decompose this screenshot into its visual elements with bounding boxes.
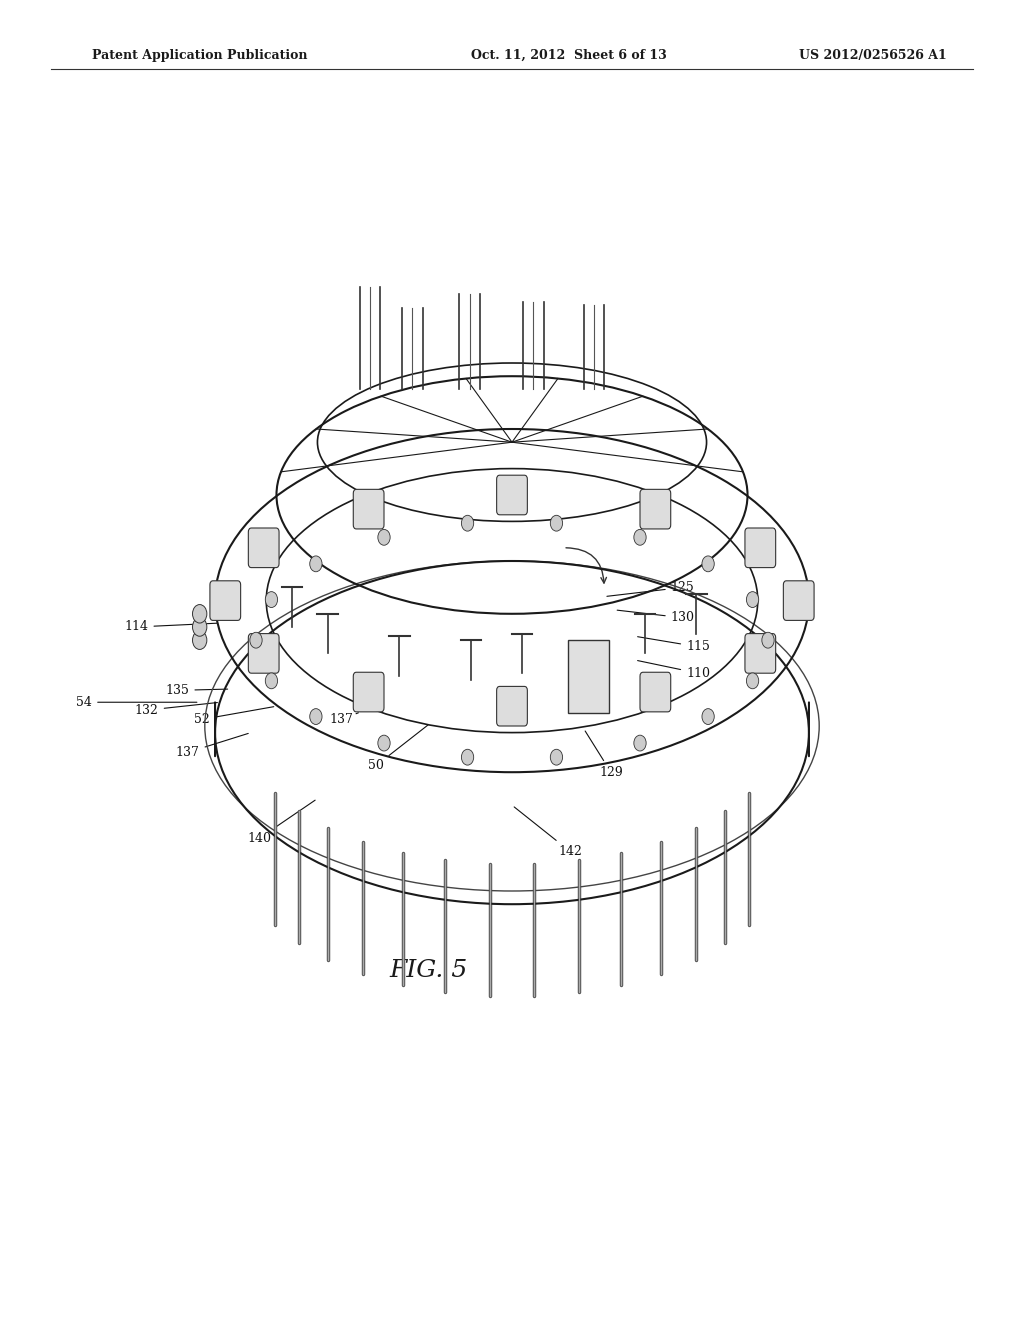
- FancyBboxPatch shape: [353, 672, 384, 711]
- Text: Oct. 11, 2012  Sheet 6 of 13: Oct. 11, 2012 Sheet 6 of 13: [471, 49, 667, 62]
- FancyBboxPatch shape: [744, 634, 775, 673]
- FancyBboxPatch shape: [497, 475, 527, 515]
- Circle shape: [550, 750, 562, 766]
- Circle shape: [746, 591, 759, 607]
- FancyBboxPatch shape: [640, 672, 671, 711]
- Circle shape: [702, 709, 715, 725]
- Circle shape: [265, 591, 278, 607]
- Text: 54: 54: [76, 696, 197, 709]
- Text: 142: 142: [514, 807, 582, 858]
- Text: 135: 135: [166, 684, 227, 697]
- Text: 137: 137: [176, 734, 248, 759]
- FancyBboxPatch shape: [568, 640, 609, 713]
- Circle shape: [634, 735, 646, 751]
- FancyBboxPatch shape: [249, 634, 280, 673]
- Text: 137: 137: [330, 713, 358, 726]
- FancyBboxPatch shape: [744, 528, 775, 568]
- Text: 129: 129: [585, 731, 623, 779]
- Text: 52: 52: [195, 706, 273, 726]
- FancyBboxPatch shape: [210, 581, 241, 620]
- Circle shape: [634, 529, 646, 545]
- Circle shape: [193, 631, 207, 649]
- Circle shape: [702, 556, 715, 572]
- Circle shape: [193, 618, 207, 636]
- Circle shape: [193, 605, 207, 623]
- Circle shape: [762, 632, 774, 648]
- Circle shape: [265, 673, 278, 689]
- Circle shape: [550, 515, 562, 531]
- Text: 132: 132: [135, 702, 217, 717]
- Text: 130: 130: [617, 610, 694, 624]
- FancyBboxPatch shape: [783, 581, 814, 620]
- Text: US 2012/0256526 A1: US 2012/0256526 A1: [799, 49, 946, 62]
- Text: 115: 115: [638, 636, 710, 653]
- FancyBboxPatch shape: [497, 686, 527, 726]
- Text: 114: 114: [125, 620, 217, 634]
- Text: 140: 140: [248, 800, 315, 845]
- Text: Patent Application Publication: Patent Application Publication: [92, 49, 307, 62]
- Circle shape: [462, 750, 474, 766]
- Text: FIG. 5: FIG. 5: [389, 958, 467, 982]
- Circle shape: [309, 709, 322, 725]
- Text: 50: 50: [368, 725, 428, 772]
- FancyBboxPatch shape: [353, 490, 384, 529]
- Circle shape: [309, 556, 322, 572]
- Text: 125: 125: [607, 581, 694, 597]
- Circle shape: [250, 632, 262, 648]
- Circle shape: [462, 515, 474, 531]
- FancyBboxPatch shape: [249, 528, 280, 568]
- Circle shape: [378, 735, 390, 751]
- Circle shape: [378, 529, 390, 545]
- FancyBboxPatch shape: [640, 490, 671, 529]
- Text: 110: 110: [638, 660, 710, 680]
- Circle shape: [746, 673, 759, 689]
